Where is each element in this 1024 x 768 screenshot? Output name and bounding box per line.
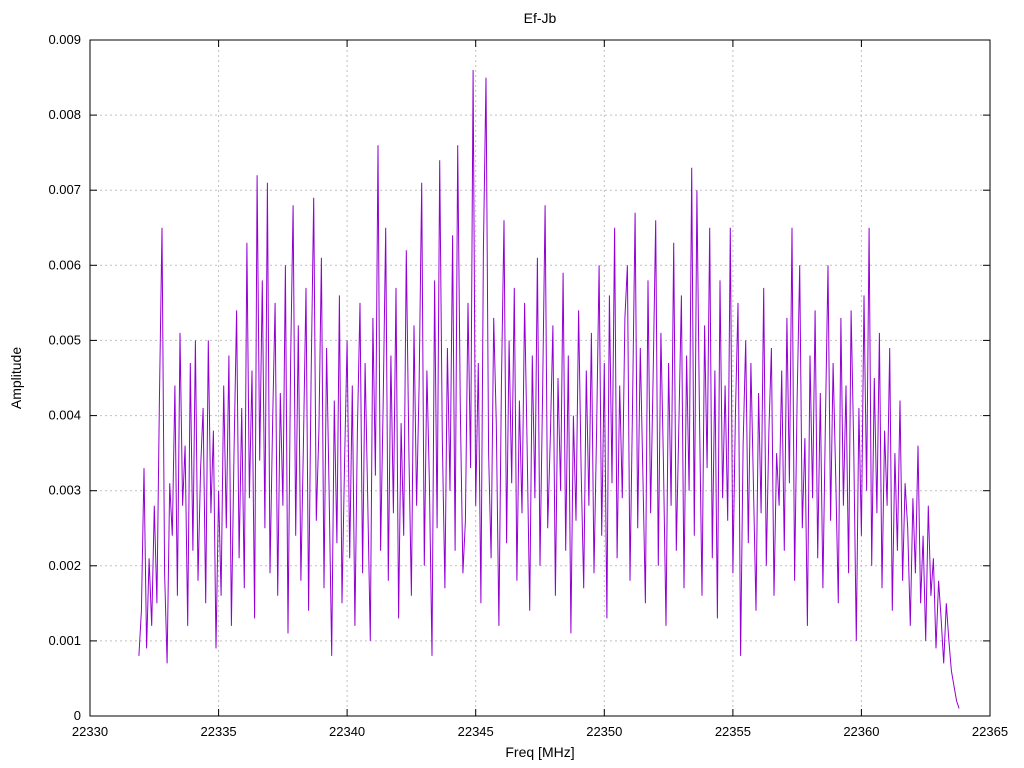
x-tick-label: 22345	[458, 724, 494, 739]
x-tick-label: 22365	[972, 724, 1008, 739]
x-axis-label: Freq [MHz]	[505, 744, 575, 760]
x-tick-label: 22360	[843, 724, 879, 739]
y-tick-label: 0.001	[48, 633, 81, 648]
x-tick-label: 22355	[715, 724, 751, 739]
y-tick-label: 0.009	[48, 32, 81, 47]
y-tick-label: 0.008	[48, 107, 81, 122]
y-tick-label: 0.003	[48, 483, 81, 498]
plot-border	[89, 39, 991, 717]
y-tick-label: 0.002	[48, 558, 81, 573]
y-tick-label: 0.006	[48, 257, 81, 272]
data-line	[138, 69, 960, 709]
x-tick-label: 22330	[72, 724, 108, 739]
x-tick-label: 22340	[329, 724, 365, 739]
y-tick-label: 0.007	[48, 182, 81, 197]
x-tick-label: 22335	[201, 724, 237, 739]
chart-title: Ef-Jb	[523, 10, 557, 26]
y-tick-label: 0.004	[48, 408, 81, 423]
x-tick-label: 22350	[586, 724, 622, 739]
y-axis-label: Amplitude	[8, 346, 24, 410]
y-tick-label: 0	[74, 708, 81, 723]
y-tick-label: 0.005	[48, 332, 81, 347]
